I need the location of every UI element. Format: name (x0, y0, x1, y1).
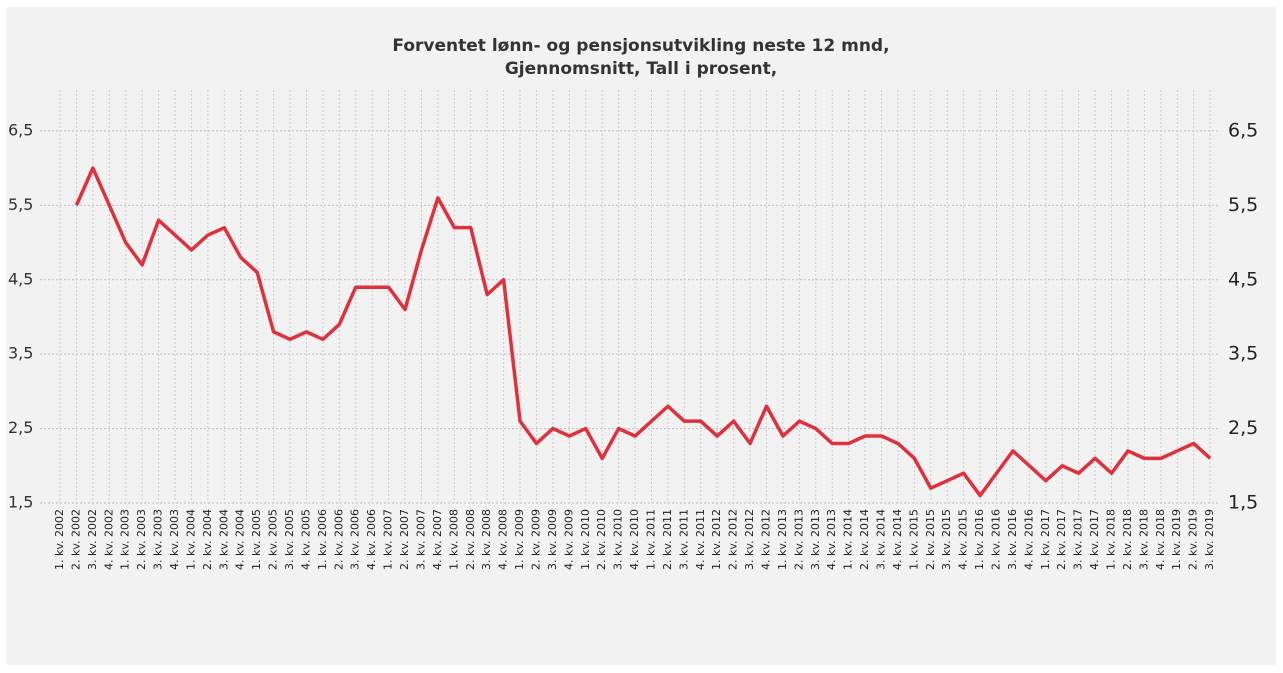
x-tick-label: 4. kv. 2012 (759, 509, 772, 570)
x-tick-label: 3. kv. 2002 (86, 509, 99, 570)
x-tick-label: 1. kv. 2013 (776, 509, 789, 570)
x-tick-label: 3. kv. 2009 (546, 509, 559, 570)
x-tick-label: 4. kv. 2006 (365, 509, 378, 570)
x-tick-label: 3. kv. 2018 (1137, 509, 1150, 570)
x-tick-label: 3. kv. 2007 (414, 509, 427, 570)
y-tick-label: 6,5 (8, 120, 33, 139)
x-tick-label: 4. kv. 2014 (891, 509, 904, 570)
x-tick-label: 1. kv. 2007 (382, 509, 395, 570)
x-tick-label: 2. kv. 2017 (1055, 509, 1068, 570)
x-tick-label: 4. kv. 2005 (299, 509, 312, 570)
x-tick-label: 2. kv. 2002 (69, 509, 82, 570)
x-tick-label: 4. kv. 2002 (102, 509, 115, 570)
x-tick-label: 4. kv. 2015 (957, 509, 970, 570)
x-tick-label: 3. kv. 2004 (217, 509, 230, 570)
x-tick-label: 2. kv. 2010 (595, 509, 608, 570)
y-tick-label: 2,5 (8, 418, 33, 437)
x-tick-label: 2. kv. 2007 (398, 509, 411, 570)
x-tick-label: 2. kv. 2015 (924, 509, 937, 570)
x-tick-label: 3. kv. 2015 (940, 509, 953, 570)
x-tick-label: 1. kv. 2008 (447, 509, 460, 570)
y-tick-label: 1,5 (8, 493, 33, 512)
x-tick-label: 2. kv. 2005 (267, 509, 280, 570)
x-tick-label: 2. kv. 2013 (792, 509, 805, 570)
y-tick-label: 5,5 (8, 195, 33, 214)
x-tick-label: 2. kv. 2012 (727, 509, 740, 570)
chart-subtitle: Gjennomsnitt, Tall i prosent, (505, 59, 777, 79)
x-tick-label: 1. kv. 2003 (119, 509, 132, 570)
x-tick-label: 4. kv. 2008 (497, 509, 510, 570)
x-tick-label: 2. kv. 2014 (858, 509, 871, 570)
x-tick-label: 4. kv. 2011 (694, 509, 707, 570)
x-tick-label: 1. kv. 2011 (644, 509, 657, 570)
y-tick-label: 4,5 (8, 269, 33, 288)
background (7, 7, 1276, 665)
x-tick-label: 2. kv. 2011 (661, 509, 674, 570)
y2-tick-label: 6,5 (1228, 119, 1258, 141)
x-tick-label: 1. kv. 2012 (710, 509, 723, 570)
y2-tick-label: 2,5 (1228, 417, 1258, 439)
x-tick-label: 4. kv. 2009 (562, 509, 575, 570)
x-tick-label: 1. kv. 2004 (184, 509, 197, 570)
x-tick-label: 2. kv. 2018 (1121, 509, 1134, 570)
x-tick-label: 1. kv. 2019 (1170, 509, 1183, 570)
x-tick-label: 1. kv. 2010 (579, 509, 592, 570)
x-tick-label: 1. kv. 2009 (513, 509, 526, 570)
x-tick-label: 4. kv. 2004 (234, 509, 247, 570)
x-tick-label: 1. kv. 2002 (53, 509, 66, 570)
x-tick-label: 4. kv. 2018 (1154, 509, 1167, 570)
x-tick-label: 2. kv. 2009 (529, 509, 542, 570)
x-tick-label: 1. kv. 2017 (1039, 509, 1052, 570)
x-tick-label: 2. kv. 2016 (990, 509, 1003, 570)
x-tick-label: 4. kv. 2017 (1088, 509, 1101, 570)
y2-tick-label: 1,5 (1228, 492, 1258, 514)
y2-tick-label: 3,5 (1228, 343, 1258, 365)
y2-tick-label: 4,5 (1228, 268, 1258, 290)
x-tick-label: 3. kv. 2013 (809, 509, 822, 570)
y-tick-label: 3,5 (8, 344, 33, 363)
x-tick-label: 3. kv. 2016 (1006, 509, 1019, 570)
x-tick-label: 3. kv. 2010 (612, 509, 625, 570)
x-tick-label: 4. kv. 2013 (825, 509, 838, 570)
x-tick-label: 3. kv. 2019 (1203, 509, 1216, 570)
x-tick-label: 1. kv. 2015 (907, 509, 920, 570)
x-tick-label: 1. kv. 2014 (842, 509, 855, 570)
x-tick-label: 4. kv. 2003 (168, 509, 181, 570)
x-tick-label: 2. kv. 2008 (464, 509, 477, 570)
x-tick-label: 2. kv. 2006 (332, 509, 345, 570)
x-tick-label: 3. kv. 2017 (1072, 509, 1085, 570)
x-tick-label: 4. kv. 2007 (431, 509, 444, 570)
x-tick-label: 3. kv. 2014 (875, 509, 888, 570)
x-tick-label: 3. kv. 2011 (677, 509, 690, 570)
x-tick-label: 3. kv. 2003 (152, 509, 165, 570)
y2-tick-label: 5,5 (1228, 194, 1258, 216)
x-tick-label: 3. kv. 2005 (283, 509, 296, 570)
x-tick-label: 2. kv. 2004 (201, 509, 214, 570)
x-tick-label: 1. kv. 2016 (973, 509, 986, 570)
x-tick-label: 3. kv. 2008 (480, 509, 493, 570)
line (74, 166, 1212, 498)
x-tick-label: 3. kv. 2006 (349, 509, 362, 570)
x-tick-label: 2. kv. 2003 (135, 509, 148, 570)
x-tick-label: 1. kv. 2006 (316, 509, 329, 570)
x-tick-label: 4. kv. 2010 (628, 509, 641, 570)
x-tick-label: 3. kv. 2012 (743, 509, 756, 570)
chart-title: Forventet lønn- og pensjonsutvikling nes… (392, 36, 889, 56)
x-tick-label: 1. kv. 2018 (1105, 509, 1118, 570)
x-tick-label: 1. kv. 2005 (250, 509, 263, 570)
x-tick-label: 4. kv. 2016 (1022, 509, 1035, 570)
x-tick-label: 2. kv. 2019 (1187, 509, 1200, 570)
